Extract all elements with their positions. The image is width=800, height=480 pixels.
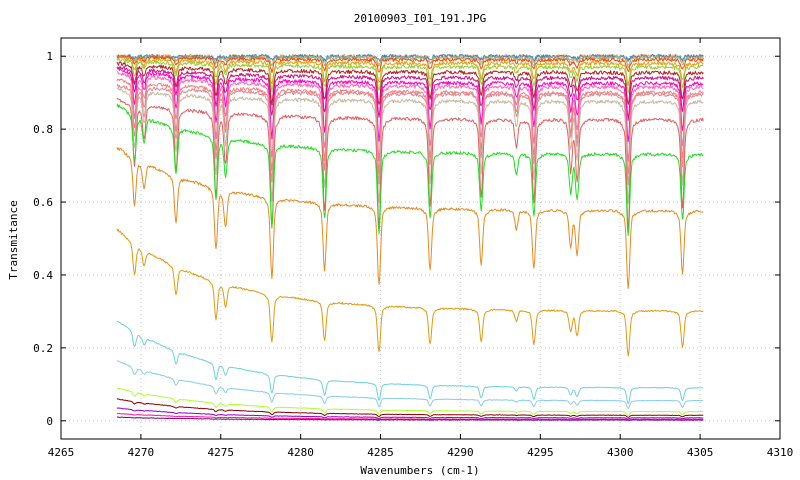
y-tick-label: 0.8 <box>33 123 53 136</box>
series-line <box>116 103 704 236</box>
series-line <box>116 61 704 106</box>
series-line <box>116 65 704 121</box>
y-tick-label: 1 <box>46 50 53 63</box>
x-tick-label: 4295 <box>527 446 554 459</box>
series-line <box>116 412 704 421</box>
plot-frame <box>60 37 781 440</box>
x-axis-title: Wavenumbers (cm-1) <box>360 464 479 477</box>
x-tick-label: 4265 <box>48 446 75 459</box>
series-line <box>116 228 704 357</box>
series-layer <box>116 53 704 421</box>
x-tick-label: 4310 <box>767 446 794 459</box>
series-line <box>116 56 704 86</box>
series-line <box>116 54 704 73</box>
x-tick-label: 4285 <box>367 446 394 459</box>
y-tick-label: 0.6 <box>33 196 53 209</box>
y-axis-title: Transmitance <box>7 200 20 279</box>
x-tick-label: 4290 <box>447 446 474 459</box>
series-line <box>116 87 704 205</box>
axis-ticks: 4265 4270 4275 4280 4285 4290 4295 4300 4305 4310… <box>33 38 793 459</box>
grid <box>61 38 780 439</box>
y-tick-label: 0 <box>46 415 53 428</box>
y-tick-label: 0.2 <box>33 342 53 355</box>
x-tick-label: 4305 <box>687 446 714 459</box>
x-tick-label: 4280 <box>287 446 314 459</box>
series-line <box>116 58 704 94</box>
x-tick-label: 4275 <box>208 446 235 459</box>
y-tick-label: 0.4 <box>33 269 53 282</box>
series-line <box>116 83 704 186</box>
chart-title: 20100903_I01_191.JPG <box>354 12 486 25</box>
x-tick-label: 4300 <box>607 446 634 459</box>
series-line <box>116 360 704 409</box>
series-line <box>116 320 704 405</box>
series-line <box>116 147 704 289</box>
x-tick-label: 4270 <box>128 446 155 459</box>
series-line <box>116 387 704 416</box>
series-line <box>116 416 704 421</box>
series-line <box>116 407 704 420</box>
series-line <box>116 398 704 418</box>
